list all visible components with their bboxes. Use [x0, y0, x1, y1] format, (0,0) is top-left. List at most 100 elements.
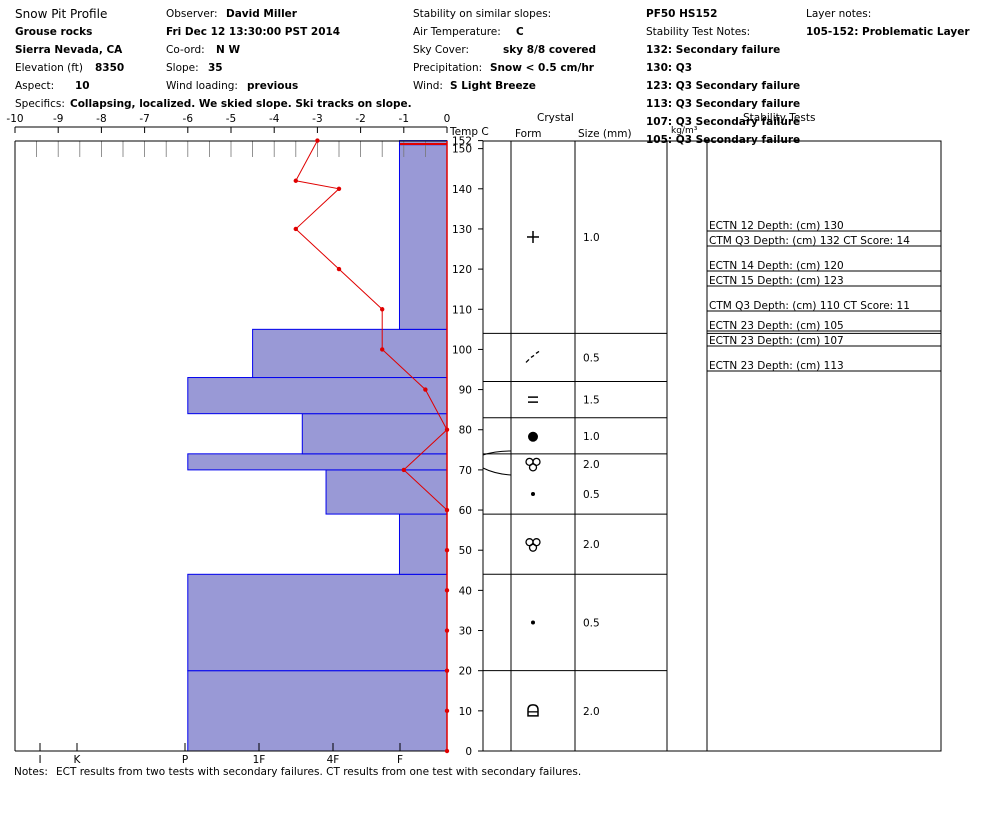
hardness-bar: [187, 670, 448, 752]
crystal-size-label: 0.5: [583, 352, 600, 364]
hardness-bar: [187, 377, 448, 415]
depth-tick-label: 120: [452, 264, 472, 276]
wind-loading-label: Wind loading:: [166, 80, 238, 92]
decomposed-crystal-icon: [525, 350, 540, 363]
hardness-tick-label: P: [182, 754, 188, 766]
faceted-cluster-icon: [528, 463, 538, 472]
temp-tick-label: -10: [6, 113, 23, 125]
stability-test-entry: ECTN 23 Depth: (cm) 107: [709, 335, 844, 347]
crystal-size-label: 0.5: [583, 617, 600, 629]
hardness-tick-label: F: [397, 754, 403, 766]
datetime: Fri Dec 12 13:30:00 PST 2014: [166, 26, 341, 38]
depth-tick-label: 152: [452, 136, 472, 148]
depth-tick-label: 110: [452, 304, 472, 316]
stability-note: 130: Q3: [646, 62, 693, 74]
sky-label: Sky Cover:: [413, 44, 470, 56]
wind-label: Wind:: [413, 80, 443, 92]
temp-tick-label: -3: [312, 113, 322, 125]
temperature-point: [444, 548, 450, 553]
crystal-size-label: 1.5: [583, 395, 600, 407]
crystal-column-header: Crystal: [537, 112, 574, 124]
stability-note: 105: Q3 Secondary failure: [646, 134, 801, 146]
hardness-bar: [187, 573, 448, 672]
depth-tick-label: 140: [452, 184, 472, 196]
temp-tick-label: -6: [183, 113, 194, 125]
hardness-bar: [325, 469, 448, 515]
location: Grouse rocks: [15, 26, 93, 38]
temperature-point: [315, 138, 320, 143]
stability-column-header: Stability Tests: [743, 112, 816, 124]
temperature-point: [380, 307, 385, 312]
stability-test-entry: ECTN 23 Depth: (cm) 113: [709, 360, 844, 372]
temp-tick-label: -2: [355, 113, 365, 125]
form-column-header: Form: [515, 128, 542, 140]
sky-value: sky 8/8 covered: [503, 44, 597, 56]
temperature-point: [444, 427, 450, 432]
temp-tick-label: -1: [399, 113, 409, 125]
stability-test-entry: ECTN 12 Depth: (cm) 130: [709, 220, 844, 232]
graupel-icon: [528, 431, 538, 442]
temp-column-header: Temp C: [450, 126, 489, 138]
slope-value: 35: [208, 62, 223, 74]
temperature-point: [444, 507, 450, 513]
small-grain-icon: [531, 620, 535, 625]
stability-test-entry: CTM Q3 Depth: (cm) 110 CT Score: 11: [709, 300, 910, 312]
depth-tick-label: 70: [459, 465, 472, 477]
hardness-bar: [301, 413, 448, 455]
crystal-size-label: 2.0: [583, 706, 600, 718]
temperature-point: [380, 347, 385, 352]
depth-tick-label: 80: [459, 425, 472, 437]
pit-id: PF50 HS152: [646, 8, 718, 20]
layer-notes-label: Layer notes:: [806, 8, 872, 20]
stability-test-entry: ECTN 23 Depth: (cm) 105: [709, 320, 844, 332]
depth-tick-label: 60: [459, 505, 472, 517]
slope-label: Slope:: [166, 62, 199, 74]
temp-tick-label: -4: [269, 113, 280, 125]
temperature-point: [444, 708, 450, 714]
layer-notes-value: 105-152: Problematic Layer: [806, 26, 970, 38]
depth-tick-label: 150: [452, 144, 472, 156]
observer-label: Observer:: [166, 8, 218, 20]
temperature-point: [336, 186, 342, 191]
small-grain-icon: [531, 491, 535, 496]
region: Sierra Nevada, CA: [15, 44, 123, 56]
temp-tick-label: -8: [96, 113, 106, 125]
aspect-label: Aspect:: [15, 80, 55, 92]
stability-note: 123: Q3 Secondary failure: [646, 80, 801, 92]
depth-tick-label: 50: [459, 545, 472, 557]
specifics-value: Collapsing, localized. We skied slope. S…: [70, 98, 412, 110]
elevation-label: Elevation (ft): [15, 62, 83, 74]
depth-tick-label: 100: [452, 344, 472, 356]
stability-test-entry: CTM Q3 Depth: (cm) 132 CT Score: 14: [709, 235, 910, 247]
crystal-size-label: 2.0: [583, 459, 600, 471]
stability-note: 107: Q3 Secondary failure: [646, 116, 801, 128]
crystal-table-frame: [482, 140, 942, 752]
hardness-bar: [398, 144, 448, 330]
wind-value: S Light Breeze: [450, 80, 536, 92]
depth-tick-label: 130: [452, 224, 472, 236]
stability-note: 113: Q3 Secondary failure: [646, 98, 801, 110]
temp-tick-label: -7: [139, 113, 149, 125]
temperature-point: [444, 588, 450, 593]
temperature-point: [423, 387, 428, 392]
depth-tick-label: 10: [459, 706, 472, 718]
layer-connector: [482, 467, 512, 476]
temp-tick-label: -5: [226, 113, 236, 125]
hardness-tick-label: I: [38, 754, 41, 766]
wind-loading-value: previous: [247, 80, 299, 92]
precip-label: Precipitation:: [413, 62, 483, 74]
aspect-value: 10: [75, 80, 90, 92]
depth-tick-label: 30: [459, 626, 472, 638]
depth-tick-label: 20: [459, 666, 472, 678]
crystal-size-label: 1.0: [583, 431, 600, 443]
temp-tick-label: 0: [444, 113, 451, 125]
elevation-value: 8350: [95, 62, 125, 74]
crystal-size-label: 1.0: [583, 232, 600, 244]
coord-value: N W: [216, 44, 241, 56]
coord-label: Co-ord:: [166, 44, 205, 56]
hardness-tick-label: 4F: [327, 754, 340, 766]
stability-notes-label: Stability Test Notes:: [646, 26, 751, 38]
crystal-size-label: 0.5: [583, 489, 600, 501]
similar-slopes-label: Stability on similar slopes:: [413, 8, 552, 20]
